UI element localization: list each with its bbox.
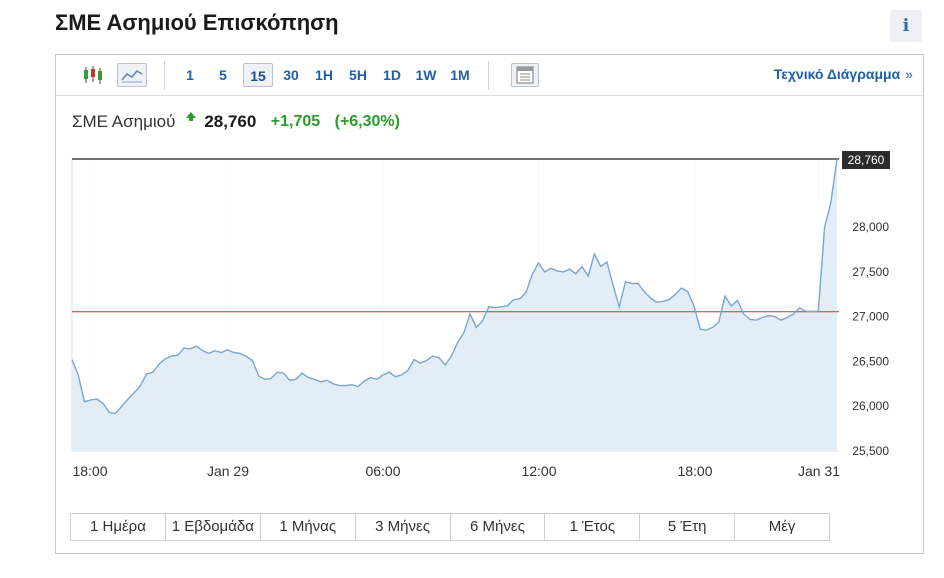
arrow-up-icon xyxy=(185,108,196,126)
range-3-months[interactable]: 3 Μήνες xyxy=(355,514,451,540)
chevron-right-icon: » xyxy=(905,66,913,82)
timeframe-1h[interactable]: 1H xyxy=(315,67,333,83)
range-max[interactable]: Μέγ xyxy=(735,514,829,540)
range-6-months[interactable]: 6 Μήνες xyxy=(450,514,546,540)
info-button[interactable]: i xyxy=(890,10,922,42)
x-axis-tick-label: Jan 29 xyxy=(207,463,249,479)
price-change: +1,705 xyxy=(270,113,321,130)
y-axis-tick-label: 27,000 xyxy=(852,310,889,324)
y-axis-tick-label: 28,000 xyxy=(852,220,889,234)
page-title: ΣΜΕ Ασημιού Επισκόπηση xyxy=(55,10,339,35)
y-axis-tick-label: 26,000 xyxy=(852,399,889,413)
timeframe-1[interactable]: 1 xyxy=(186,67,194,83)
range-5-years[interactable]: 5 Έτη xyxy=(640,514,736,540)
timeframe-1m[interactable]: 1M xyxy=(450,67,470,83)
candlestick-icon[interactable] xyxy=(80,63,106,87)
price-area-fill xyxy=(72,159,837,451)
range-1-month[interactable]: 1 Μήνας xyxy=(260,514,356,540)
range-1-week[interactable]: 1 Εβδομάδα xyxy=(165,514,261,540)
area-chart-icon[interactable] xyxy=(117,63,147,87)
timeframe-5h[interactable]: 5H xyxy=(349,67,367,83)
info-icon: i xyxy=(902,16,910,36)
x-axis-tick-label: 18:00 xyxy=(677,463,712,479)
x-axis-tick-label: 12:00 xyxy=(521,463,556,479)
x-axis-tick-label: Jan 31 xyxy=(798,463,840,479)
time-range-selector: 1 Ημέρα 1 Εβδομάδα 1 Μήνας 3 Μήνες 6 Μήν… xyxy=(70,513,830,541)
timeframe-30[interactable]: 30 xyxy=(283,67,299,83)
x-axis-tick-label: 18:00 xyxy=(72,463,107,479)
y-axis-tick-label: 27,500 xyxy=(852,265,889,279)
last-price-badge xyxy=(842,151,890,169)
timeframe-1w[interactable]: 1W xyxy=(415,67,437,83)
calendar-table-icon[interactable] xyxy=(511,63,539,87)
timeframe-1d[interactable]: 1D xyxy=(383,67,401,83)
x-axis-tick-label: 06:00 xyxy=(365,463,400,479)
y-axis-tick-label: 25,500 xyxy=(852,444,889,458)
price-change-percent: (+6,30%) xyxy=(334,113,400,130)
last-price: 28,760 xyxy=(204,112,257,131)
range-1-year[interactable]: 1 Έτος xyxy=(545,514,641,540)
toolbar-divider xyxy=(488,61,489,90)
timeframe-15[interactable]: 15 xyxy=(243,63,273,87)
price-series-line xyxy=(71,158,838,415)
technical-chart-label: Τεχνικό Διάγραμμα xyxy=(773,66,901,82)
toolbar-divider xyxy=(164,61,165,90)
technical-chart-link[interactable]: Τεχνικό Διάγραμμα» xyxy=(774,66,913,82)
price-chart[interactable]: Investing.com25,50026,00026,50027,00027,… xyxy=(56,55,923,509)
range-1-day[interactable]: 1 Ημέρα xyxy=(71,514,166,540)
chart-widget: 1 5 15 30 1H 5H 1D 1W 1M Τεχνικό Διάγραμ… xyxy=(55,54,924,554)
y-axis-tick-label: 26,500 xyxy=(852,354,889,368)
quote-bar: ΣΜΕ Ασημιού 28,760 +1,705 (+6,30%) xyxy=(72,112,400,136)
last-price-badge-label: 28,760 xyxy=(848,153,885,167)
instrument-name: ΣΜΕ Ασημιού xyxy=(72,112,176,131)
timeframe-5[interactable]: 5 xyxy=(219,67,227,83)
chart-toolbar: 1 5 15 30 1H 5H 1D 1W 1M Τεχνικό Διάγραμ… xyxy=(56,55,923,96)
